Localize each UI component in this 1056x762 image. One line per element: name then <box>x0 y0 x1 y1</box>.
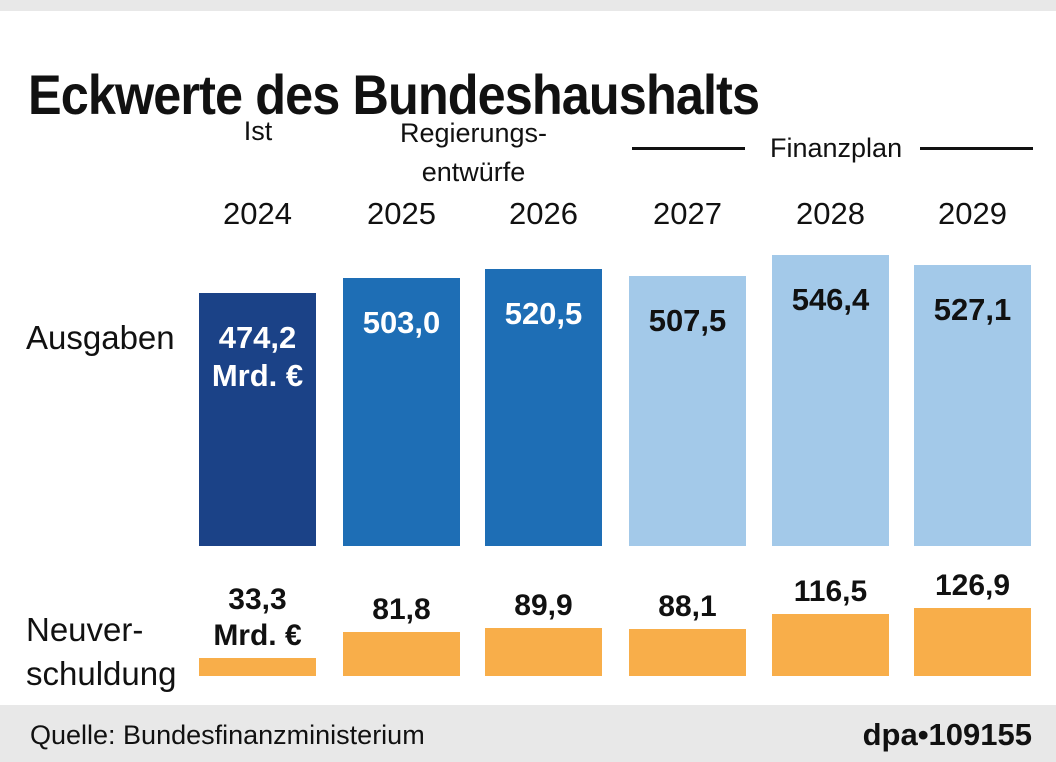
year-label-2026: 2026 <box>509 196 578 231</box>
ausgaben-value-number: 546,4 <box>791 282 870 317</box>
neuverschuldung-value-number: 116,5 <box>793 575 868 608</box>
neuverschuldung-bar-2025 <box>343 632 460 676</box>
column-group-regierungsentwuerfe-line2: entwürfe <box>421 157 526 187</box>
source-credit: Quelle: Bundesfinanzministerium <box>30 720 425 750</box>
neuverschuldung-bar-2027 <box>629 629 746 676</box>
year-label-2027: 2027 <box>653 196 722 231</box>
neuverschuldung-value-number: 81,8 <box>372 593 431 626</box>
neuverschuldung-value-2029: 126,9 <box>914 568 1031 604</box>
ausgaben-bar-2028 <box>772 255 889 546</box>
ausgaben-value-2025: 503,0 <box>343 304 460 342</box>
row-label-neuverschuldung-line1: Neuver- <box>26 611 144 648</box>
row-label-neuverschuldung: Neuver- schuldung <box>26 608 176 696</box>
neuverschuldung-value-2026: 89,9 <box>485 588 602 624</box>
neuverschuldung-value-number: 89,9 <box>514 589 573 622</box>
finanzplan-rule-left <box>632 147 745 150</box>
year-label-2024: 2024 <box>223 196 292 231</box>
ausgaben-bar-2025 <box>343 278 460 546</box>
neuverschuldung-value-number: 126,9 <box>934 569 1011 602</box>
dpa-credit: dpa•109155 <box>862 717 1032 752</box>
ausgaben-value-2029: 527,1 <box>914 291 1031 329</box>
ausgaben-bar-2024 <box>199 293 316 546</box>
neuverschuldung-value-2025: 81,8 <box>343 592 460 628</box>
ausgaben-value-number: 507,5 <box>648 303 727 338</box>
chart-title: Eckwerte des Bundeshaushalts <box>28 62 760 126</box>
neuverschuldung-bar-2029 <box>914 608 1031 676</box>
finanzplan-rule-right <box>920 147 1033 150</box>
row-label-ausgaben: Ausgaben <box>26 319 175 356</box>
row-label-neuverschuldung-line2: schuldung <box>26 655 177 692</box>
column-group-finanzplan: Finanzplan <box>770 133 903 163</box>
ausgaben-bar-2026 <box>485 269 602 546</box>
neuverschuldung-value-2027: 88,1 <box>629 589 746 625</box>
neuverschuldung-value-2028: 116,5 <box>772 574 889 610</box>
neuverschuldung-bar-2024 <box>199 658 316 676</box>
footer-band <box>0 705 1056 762</box>
year-label-2025: 2025 <box>367 196 436 231</box>
top-gray-strip <box>0 0 1056 11</box>
ausgaben-bar-2027 <box>629 276 746 546</box>
neuverschuldung-unit-label: Mrd. € <box>213 619 302 652</box>
year-label-2028: 2028 <box>796 196 865 231</box>
column-group-ist: Ist <box>243 116 273 146</box>
ausgaben-value-number: 520,5 <box>504 296 583 331</box>
ausgaben-value-number: 527,1 <box>933 292 1012 327</box>
neuverschuldung-value-2024: 33,3 Mrd. € <box>199 582 316 654</box>
column-group-regierungsentwuerfe: Regierungs- entwürfe <box>343 114 604 192</box>
neuverschuldung-value-number: 33,3 <box>228 583 287 616</box>
neuverschuldung-value-number: 88,1 <box>658 590 717 623</box>
column-group-regierungsentwuerfe-line1: Regierungs- <box>399 118 548 148</box>
ausgaben-unit-label: Mrd. € <box>211 358 304 393</box>
year-label-2029: 2029 <box>938 196 1007 231</box>
ausgaben-value-2028: 546,4 <box>772 281 889 319</box>
ausgaben-value-2026: 520,5 <box>485 295 602 333</box>
ausgaben-value-number: 474,2 <box>218 320 297 355</box>
ausgaben-value-number: 503,0 <box>362 305 441 340</box>
neuverschuldung-bar-2026 <box>485 628 602 676</box>
ausgaben-value-2027: 507,5 <box>629 302 746 340</box>
neuverschuldung-bar-2028 <box>772 614 889 676</box>
ausgaben-bar-2029 <box>914 265 1031 546</box>
ausgaben-value-2024: 474,2 Mrd. € <box>199 319 316 395</box>
